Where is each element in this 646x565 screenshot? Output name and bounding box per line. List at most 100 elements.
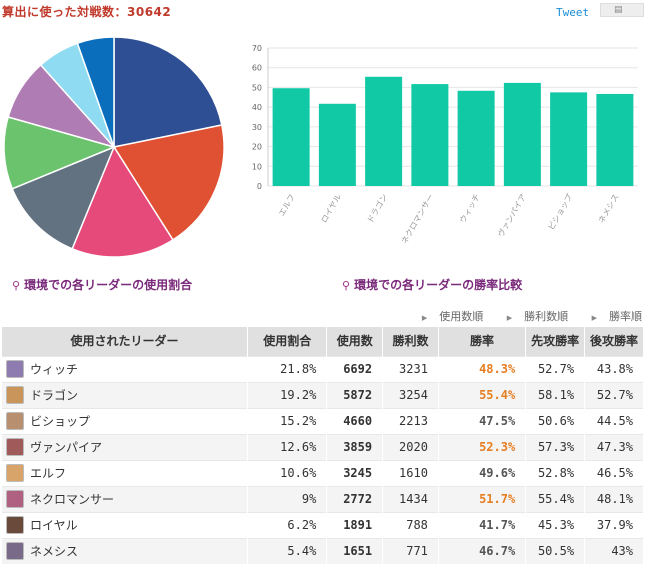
y-tick-label: 20	[252, 143, 262, 152]
leader-avatar	[6, 464, 24, 482]
win-count-cell: 1434	[382, 485, 439, 512]
table-row: エルフ 10.6% 3245 1610 49.6% 52.8% 46.5%	[2, 459, 644, 486]
leader-name: ネクロマンサー	[30, 492, 115, 507]
y-tick-label: 40	[252, 103, 262, 112]
win-count-cell: 2020	[382, 433, 439, 460]
battle-count-title: 算出に使った対戦数：30642	[2, 5, 172, 19]
second-win-rate-cell: 43.8%	[584, 355, 644, 382]
table-row: ビショップ 15.2% 4660 2213 47.5% 50.6% 44.5%	[2, 407, 644, 434]
leader-avatar	[6, 360, 24, 378]
usage-share-cell: 10.6%	[247, 459, 328, 486]
x-tick-label: エルフ	[277, 193, 297, 218]
bar-3[interactable]	[411, 84, 449, 186]
x-tick-label: ドラゴン	[365, 192, 390, 225]
leader-cell: ネクロマンサー	[2, 485, 249, 512]
bar-4[interactable]	[457, 90, 495, 186]
header-leader[interactable]: 使用されたリーダー	[2, 327, 249, 356]
bar-1[interactable]	[318, 103, 356, 186]
leader-avatar	[6, 438, 24, 456]
header-usage-share[interactable]: 使用割合	[247, 327, 328, 356]
bar-6[interactable]	[550, 92, 588, 186]
win-count-cell: 771	[382, 537, 439, 564]
table-header-row: 使用されたリーダー 使用割合 使用数 勝利数 勝率 先攻勝率 後攻勝率	[2, 327, 644, 356]
first-win-rate-cell: 57.3%	[525, 433, 586, 460]
usage-count-cell: 3859	[326, 433, 384, 460]
win-count-cell: 3231	[382, 355, 439, 382]
y-tick-label: 60	[252, 64, 262, 73]
triangle-icon: ▶	[421, 314, 428, 322]
bar-7[interactable]	[596, 93, 634, 186]
bar-0[interactable]	[272, 88, 310, 186]
win-count-cell: 1610	[382, 459, 439, 486]
pie-slice-4[interactable]	[3, 116, 117, 190]
location-pin-icon: ⚲	[342, 279, 351, 292]
leader-cell: ヴァンパイア	[2, 433, 249, 460]
table-row: ウィッチ 21.8% 6692 3231 48.3% 52.7% 43.8%	[2, 355, 644, 382]
usage-share-cell: 9%	[247, 485, 328, 512]
usage-count-cell: 2772	[326, 485, 384, 512]
header-first-win-rate[interactable]: 先攻勝率	[525, 327, 586, 356]
x-tick-label: ビショップ	[547, 193, 575, 232]
leader-winrate-bar-chart: 0 10 20 30 40 50 60 70 エルフ ロイヤル ドラゴン ネクロマンサー ウィッチ ヴァン…	[252, 44, 638, 245]
leader-name: エルフ	[30, 466, 67, 481]
pie-slice-7[interactable]	[76, 36, 115, 148]
leader-cell: ウィッチ	[2, 355, 249, 382]
leader-name: ドラゴン	[30, 388, 79, 403]
second-win-rate-cell: 52.7%	[584, 381, 644, 408]
leader-usage-pie-chart	[3, 36, 225, 258]
usage-share-cell: 6.2%	[247, 511, 328, 538]
usage-share-cell: 12.6%	[247, 433, 328, 460]
header-win-count[interactable]: 勝利数	[382, 327, 439, 356]
second-win-rate-cell: 43%	[584, 537, 644, 564]
second-win-rate-cell: 47.3%	[584, 433, 644, 460]
second-win-rate-cell: 48.1%	[584, 485, 644, 512]
first-win-rate-cell: 50.6%	[525, 407, 586, 434]
sort-by-wins-link[interactable]: ▶ 勝利数順	[506, 310, 569, 323]
first-win-rate-cell: 52.7%	[525, 355, 586, 382]
x-tick-label: ヴァンパイア	[495, 192, 528, 239]
pie-slice-3[interactable]	[11, 145, 116, 250]
tweet-button[interactable]: Tweet	[556, 6, 590, 19]
triangle-icon: ▶	[591, 314, 597, 322]
leader-cell: ビショップ	[2, 407, 249, 434]
bar-chart-caption: ⚲ 環境での各リーダーの勝率比較	[342, 278, 523, 292]
header-win-rate[interactable]: 勝率	[438, 327, 527, 356]
usage-count-cell: 3245	[326, 459, 384, 486]
second-win-rate-cell: 46.5%	[584, 459, 644, 486]
sort-by-usage-link[interactable]: ▶ 使用数順	[421, 310, 484, 323]
bar-5[interactable]	[503, 82, 541, 186]
first-win-rate-cell: 52.8%	[525, 459, 586, 486]
table-row: ネクロマンサー 9% 2772 1434 51.7% 55.4% 48.1%	[2, 485, 644, 512]
usage-share-cell: 15.2%	[247, 407, 328, 434]
y-tick-label: 10	[252, 162, 262, 171]
y-tick-label: 50	[252, 83, 262, 92]
sort-by-winrate-link[interactable]: ▶ 勝率順	[591, 310, 642, 323]
x-tick-label: ネメシス	[597, 193, 621, 225]
usage-count-cell: 1651	[326, 537, 384, 564]
bar-2[interactable]	[365, 76, 403, 186]
pie-slice-2[interactable]	[71, 145, 174, 258]
leader-avatar	[6, 516, 24, 534]
y-tick-label: 30	[252, 123, 262, 132]
usage-count-cell: 6692	[326, 355, 384, 382]
win-count-cell: 2213	[382, 407, 439, 434]
share-button[interactable]: ▤	[600, 3, 644, 17]
header-second-win-rate[interactable]: 後攻勝率	[584, 327, 644, 356]
x-tick-label: ロイヤル	[319, 193, 343, 225]
pie-slice-1[interactable]	[112, 124, 225, 241]
win-rate-cell: 47.5%	[438, 407, 527, 434]
first-win-rate-cell: 50.5%	[525, 537, 586, 564]
leader-avatar	[6, 386, 24, 404]
second-win-rate-cell: 37.9%	[584, 511, 644, 538]
triangle-icon: ▶	[506, 314, 513, 322]
pie-slice-0[interactable]	[113, 36, 223, 148]
leader-avatar	[6, 542, 24, 561]
leader-name: ウィッチ	[30, 362, 79, 377]
win-count-cell: 788	[382, 511, 439, 538]
table-row: ヴァンパイア 12.6% 3859 2020 52.3% 57.3% 47.3%	[2, 433, 644, 460]
usage-share-cell: 5.4%	[247, 537, 328, 564]
header-usage-count[interactable]: 使用数	[326, 327, 384, 356]
second-win-rate-cell: 44.5%	[584, 407, 644, 434]
win-rate-cell: 52.3%	[438, 433, 527, 460]
leader-cell: ネメシス	[2, 537, 249, 564]
